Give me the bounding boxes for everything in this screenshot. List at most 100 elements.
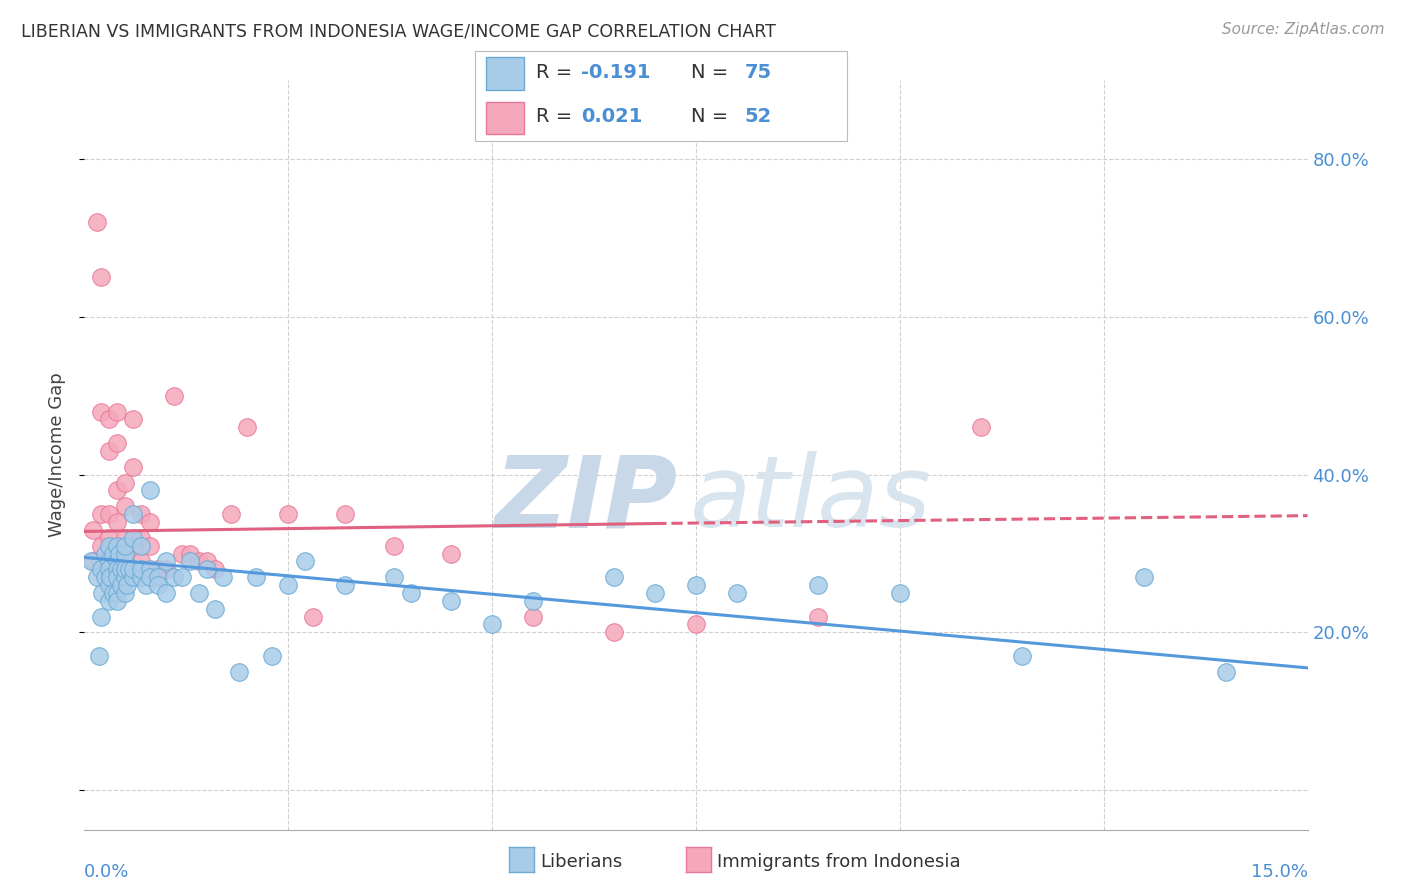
Point	[114, 570, 136, 584]
Point	[228, 665, 250, 679]
Point	[807, 609, 830, 624]
Text: R =: R =	[536, 63, 578, 82]
Point	[382, 570, 405, 584]
Point	[179, 554, 201, 568]
Point	[114, 554, 136, 568]
Point	[187, 586, 209, 600]
Point	[105, 539, 128, 553]
Point	[114, 475, 136, 490]
Point	[172, 547, 194, 561]
Text: 0.021: 0.021	[581, 107, 643, 127]
Point	[146, 578, 169, 592]
Point	[155, 562, 177, 576]
Point	[97, 578, 120, 592]
Point	[135, 578, 157, 592]
Point	[440, 594, 463, 608]
Point	[155, 586, 177, 600]
Point	[110, 578, 132, 592]
Point	[90, 507, 112, 521]
Point	[1011, 648, 1033, 663]
Point	[105, 436, 128, 450]
Point	[97, 570, 120, 584]
Point	[105, 594, 128, 608]
Point	[131, 539, 153, 553]
Point	[82, 554, 104, 568]
Point	[131, 531, 153, 545]
Point	[91, 586, 114, 600]
Point	[122, 459, 145, 474]
Point	[110, 562, 132, 576]
Point	[86, 570, 108, 584]
Point	[90, 562, 112, 576]
Point	[889, 586, 911, 600]
Point	[114, 539, 136, 553]
Point	[277, 578, 299, 592]
Point	[105, 404, 128, 418]
Point	[277, 507, 299, 521]
Point	[114, 531, 136, 545]
Point	[131, 554, 153, 568]
Point	[970, 420, 993, 434]
Point	[90, 609, 112, 624]
Point	[101, 547, 124, 561]
Point	[807, 578, 830, 592]
Point	[440, 547, 463, 561]
Point	[138, 539, 160, 553]
Text: Immigrants from Indonesia: Immigrants from Indonesia	[717, 853, 960, 871]
Point	[399, 586, 422, 600]
Point	[294, 554, 316, 568]
Point	[138, 570, 160, 584]
Point	[146, 570, 169, 584]
Point	[603, 570, 626, 584]
Point	[105, 586, 128, 600]
Point	[97, 562, 120, 576]
Text: 0.0%: 0.0%	[84, 863, 129, 881]
Point	[522, 594, 544, 608]
Point	[114, 547, 136, 561]
Point	[93, 547, 115, 561]
Point	[86, 215, 108, 229]
Point	[725, 586, 748, 600]
Point	[97, 444, 120, 458]
Point	[97, 554, 120, 568]
Point	[90, 404, 112, 418]
Y-axis label: Wage/Income Gap: Wage/Income Gap	[48, 373, 66, 537]
Point	[195, 554, 218, 568]
Point	[1215, 665, 1237, 679]
Text: N =: N =	[692, 107, 735, 127]
Point	[382, 539, 405, 553]
Point	[100, 570, 122, 584]
Point	[236, 420, 259, 434]
Point	[114, 547, 136, 561]
Point	[105, 570, 128, 584]
Point	[644, 586, 666, 600]
Text: 75: 75	[744, 63, 772, 82]
Point	[122, 531, 145, 545]
Point	[122, 507, 145, 521]
Point	[82, 523, 104, 537]
Text: -0.191: -0.191	[581, 63, 651, 82]
FancyBboxPatch shape	[486, 57, 524, 90]
Point	[97, 554, 120, 568]
Point	[138, 515, 160, 529]
Point	[155, 554, 177, 568]
Point	[138, 483, 160, 498]
Point	[114, 562, 136, 576]
Point	[101, 586, 124, 600]
Point	[97, 539, 120, 553]
Point	[114, 499, 136, 513]
Point	[335, 507, 357, 521]
Point	[80, 554, 103, 568]
Text: LIBERIAN VS IMMIGRANTS FROM INDONESIA WAGE/INCOME GAP CORRELATION CHART: LIBERIAN VS IMMIGRANTS FROM INDONESIA WA…	[21, 22, 776, 40]
Point	[685, 617, 707, 632]
Point	[105, 554, 128, 568]
Point	[301, 609, 323, 624]
Point	[163, 389, 186, 403]
Point	[114, 586, 136, 600]
Point	[105, 515, 128, 529]
Text: 52: 52	[744, 107, 772, 127]
FancyBboxPatch shape	[475, 51, 846, 141]
Point	[115, 578, 138, 592]
Point	[522, 609, 544, 624]
Point	[122, 562, 145, 576]
